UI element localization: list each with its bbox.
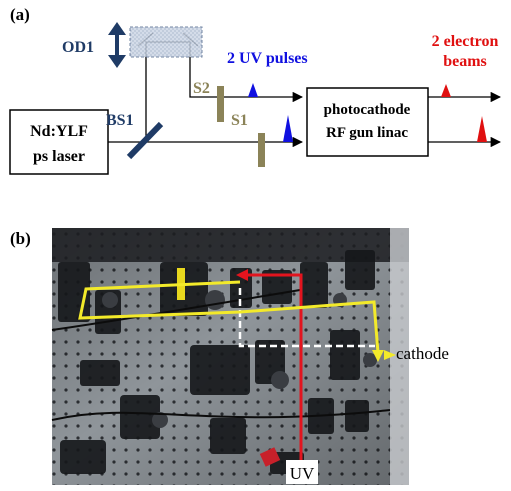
white-dashed-beam	[238, 288, 375, 348]
od1-arrow-icon	[108, 22, 126, 68]
beam-overlays	[78, 269, 396, 462]
uv-label: UV	[290, 464, 315, 483]
laser-label-line2: ps laser	[33, 148, 85, 165]
uv-pulse-lower	[283, 115, 293, 142]
cathode-arrowhead	[384, 350, 396, 360]
shutter-s1	[258, 133, 265, 167]
s2-label: S2	[193, 80, 210, 97]
panel-b-label: (b)	[10, 229, 31, 248]
yellow-beam	[78, 280, 380, 354]
laser-box	[9, 109, 109, 175]
electron-beams-label-line1: 2 electron	[432, 33, 499, 50]
laser-label-line1: Nd:YLF	[30, 123, 88, 140]
bs1-label: BS1	[106, 112, 134, 129]
od1-stage	[129, 26, 203, 58]
panel-a: (a) Nd:YLF ps laser OD1 BS1 S2 S1	[9, 5, 502, 175]
bs1-splitter	[126, 121, 164, 160]
optical-table-photo	[51, 228, 409, 485]
uv-pulse-upper	[248, 83, 258, 97]
panel-b: (b)	[10, 228, 449, 485]
panel-a-label: (a)	[10, 5, 30, 24]
red-uv-beam	[248, 273, 303, 462]
uv-label-bg	[286, 460, 318, 484]
rf-gun-label-line1: photocathode	[324, 102, 411, 118]
yellow-beam-arrowhead	[372, 350, 384, 362]
electron-pulse-upper	[441, 84, 451, 97]
shutter-s2	[217, 86, 224, 122]
electron-pulse-lower	[477, 116, 487, 142]
rf-gun-box	[306, 87, 429, 157]
od1-label: OD1	[62, 39, 94, 56]
uv-pulses-label: 2 UV pulses	[227, 50, 308, 67]
rf-gun-label-line2: RF gun linac	[326, 125, 408, 141]
red-part	[259, 447, 281, 467]
cathode-label: cathode	[396, 344, 449, 363]
red-beam-arrowhead	[236, 269, 248, 281]
s1-label: S1	[231, 112, 248, 129]
electron-beams-label-line2: beams	[443, 53, 487, 70]
